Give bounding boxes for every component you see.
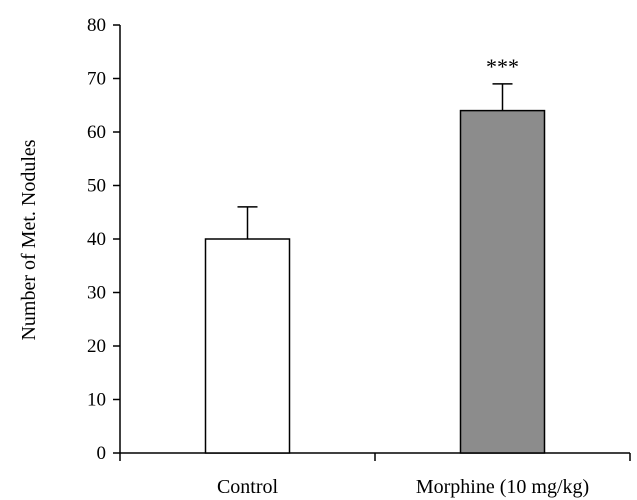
significance-label: *** (486, 54, 519, 79)
y-axis-title: Number of Met. Nodules (18, 139, 40, 340)
y-tick-label: 0 (97, 443, 107, 464)
y-tick-label: 50 (87, 176, 106, 197)
x-category-label: Control (217, 476, 279, 498)
y-tick-label: 70 (87, 69, 106, 90)
y-tick-label: 40 (87, 229, 106, 250)
bar (204, 238, 291, 454)
y-tick-label: 20 (87, 336, 106, 357)
y-tick-label: 30 (87, 283, 106, 304)
y-axis: 0 10 20 30 40 50 60 70 80 (87, 15, 121, 464)
y-tick-label: 80 (87, 15, 106, 36)
bar (459, 109, 546, 454)
y-tick-label: 60 (87, 122, 106, 143)
x-category-label: Morphine (10 mg/kg) (416, 476, 589, 498)
bars: *** (204, 54, 546, 454)
x-axis: Control Morphine (10 mg/kg) (119, 452, 631, 498)
y-tick-label: 10 (87, 390, 106, 411)
